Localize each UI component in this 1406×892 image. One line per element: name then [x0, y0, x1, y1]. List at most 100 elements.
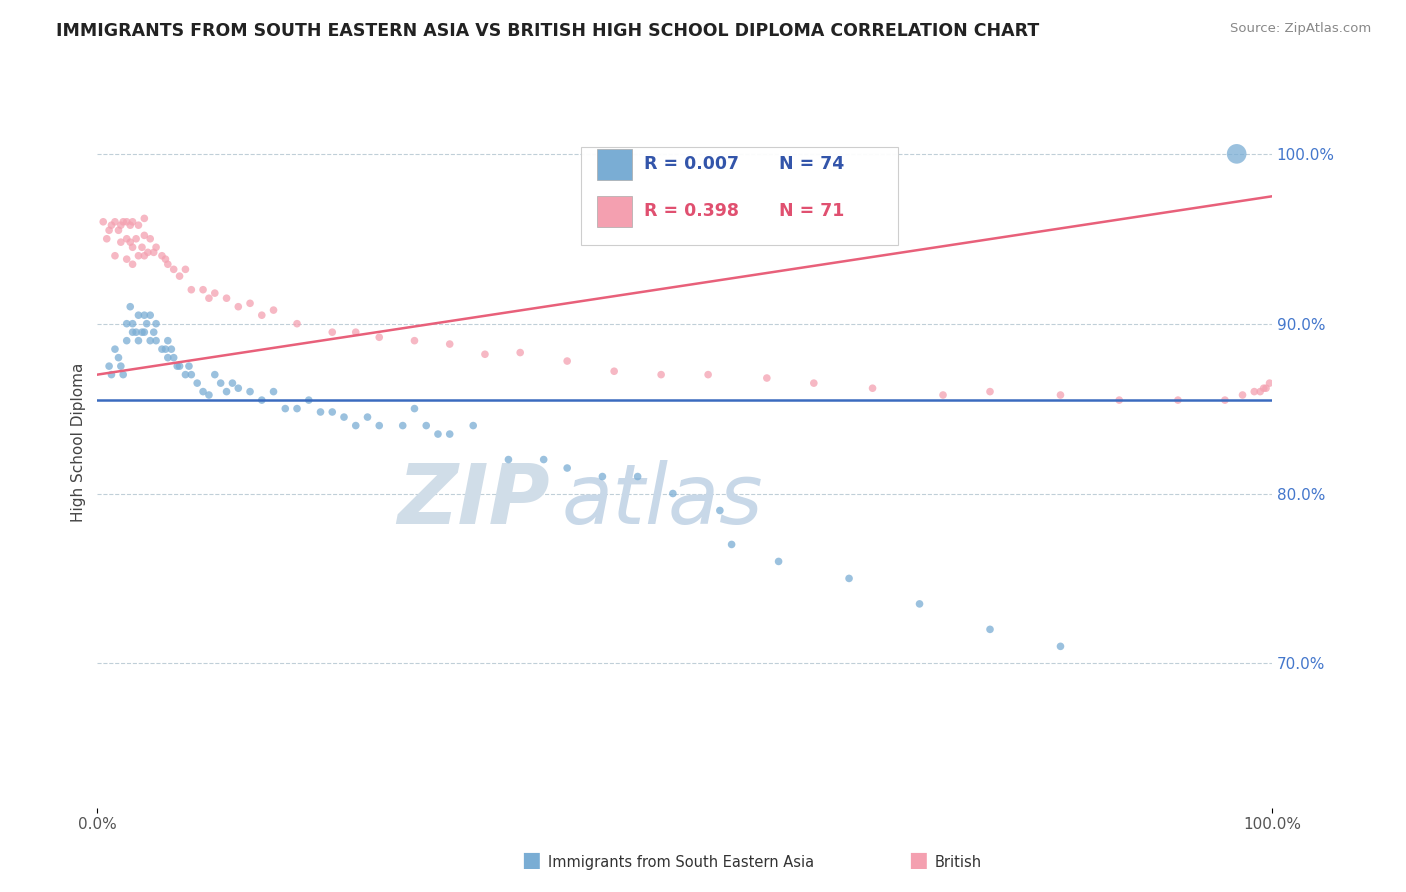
Point: [591, 469, 613, 483]
Point: [191, 283, 214, 297]
Point: [115, 334, 138, 348]
Point: [555, 461, 578, 475]
Point: [134, 249, 156, 263]
Point: [932, 388, 955, 402]
Point: [333, 410, 356, 425]
Point: [134, 308, 156, 322]
Point: [115, 317, 138, 331]
Point: [155, 342, 177, 356]
Point: [650, 368, 672, 382]
Point: [142, 245, 165, 260]
Point: [768, 554, 790, 568]
Point: [415, 418, 437, 433]
Text: Source: ZipAtlas.com: Source: ZipAtlas.com: [1230, 22, 1371, 36]
Point: [180, 368, 202, 382]
Text: ■: ■: [522, 850, 541, 870]
Point: [125, 232, 148, 246]
Point: [163, 262, 186, 277]
Point: [226, 300, 249, 314]
Point: [474, 347, 496, 361]
Point: [110, 218, 132, 232]
Point: [509, 345, 531, 359]
Point: [498, 452, 520, 467]
Point: [115, 215, 138, 229]
Point: [662, 486, 685, 500]
Point: [285, 317, 308, 331]
Point: [391, 418, 413, 433]
Text: British: British: [935, 855, 983, 870]
Point: [120, 235, 142, 249]
Text: atlas: atlas: [561, 460, 763, 541]
Text: R = 0.007: R = 0.007: [644, 154, 738, 173]
Point: [135, 317, 157, 331]
Point: [112, 368, 135, 382]
Point: [720, 537, 742, 551]
Point: [1249, 384, 1271, 399]
Point: [115, 252, 138, 267]
Point: [321, 325, 343, 339]
Point: [1232, 388, 1254, 402]
Point: [198, 388, 221, 402]
Point: [96, 232, 118, 246]
FancyBboxPatch shape: [581, 147, 898, 245]
Text: R = 0.398: R = 0.398: [644, 202, 738, 220]
Point: [368, 418, 391, 433]
Point: [121, 215, 143, 229]
Point: [131, 240, 153, 254]
Point: [321, 405, 343, 419]
Point: [204, 286, 226, 301]
Point: [139, 308, 162, 322]
Point: [186, 376, 208, 391]
Point: [1258, 376, 1281, 391]
Point: [160, 342, 183, 356]
Point: [439, 427, 461, 442]
Point: [1049, 388, 1071, 402]
Point: [134, 325, 156, 339]
Point: [163, 351, 186, 365]
Point: [139, 334, 162, 348]
FancyBboxPatch shape: [596, 149, 631, 179]
Point: [104, 249, 127, 263]
Text: Immigrants from South Eastern Asia: Immigrants from South Eastern Asia: [548, 855, 814, 870]
Point: [1108, 393, 1130, 408]
Point: [697, 368, 720, 382]
Point: [1213, 393, 1236, 408]
Point: [198, 291, 221, 305]
Point: [263, 384, 285, 399]
Point: [627, 469, 650, 483]
Point: [1049, 640, 1071, 654]
Point: [1167, 393, 1189, 408]
Point: [174, 368, 197, 382]
Point: [368, 330, 391, 344]
Point: [344, 418, 367, 433]
Point: [156, 257, 179, 271]
Point: [250, 393, 273, 408]
Point: [156, 334, 179, 348]
Point: [979, 384, 1001, 399]
Point: [603, 364, 626, 378]
Point: [121, 317, 143, 331]
Point: [209, 376, 232, 391]
Point: [112, 215, 135, 229]
Point: [439, 337, 461, 351]
Point: [127, 308, 149, 322]
Point: [191, 384, 214, 399]
Point: [104, 215, 127, 229]
Point: [110, 359, 132, 373]
Text: ZIP: ZIP: [396, 460, 550, 541]
Point: [145, 240, 167, 254]
Point: [1253, 381, 1275, 395]
Point: [239, 296, 262, 310]
Point: [908, 597, 931, 611]
Point: [150, 249, 173, 263]
Point: [110, 235, 132, 249]
Text: IMMIGRANTS FROM SOUTH EASTERN ASIA VS BRITISH HIGH SCHOOL DIPLOMA CORRELATION CH: IMMIGRANTS FROM SOUTH EASTERN ASIA VS BR…: [56, 22, 1039, 40]
Point: [120, 218, 142, 232]
Point: [555, 354, 578, 368]
Point: [533, 452, 555, 467]
Point: [125, 325, 148, 339]
Point: [838, 571, 860, 585]
Point: [404, 334, 426, 348]
Y-axis label: High School Diploma: High School Diploma: [72, 363, 86, 522]
Point: [274, 401, 297, 416]
